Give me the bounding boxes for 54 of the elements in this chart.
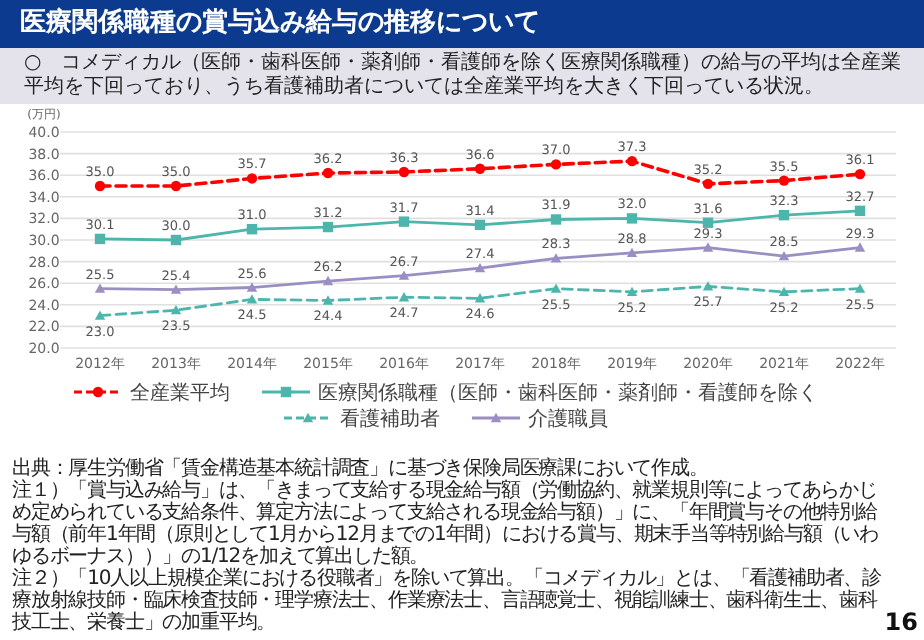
legend-label: 看護補助者 <box>340 407 440 431</box>
point <box>322 221 334 233</box>
legend-label: 介護職員 <box>528 407 608 431</box>
point <box>626 247 638 258</box>
source-note: 出典：厚生労働省「賃金構造基本統計調査」に基づき保険局医療課において作成。 <box>12 458 710 480</box>
point <box>94 310 106 320</box>
point <box>170 180 182 192</box>
chart-subtitle: ○ コメディカル（医師・歯科医師・薬剤師・看護師を除く医療関係職種）の給与の平均は全産業平均を下回っており、うち看護補助者については全産業平均を大きく下回っている状況。 <box>0 48 924 104</box>
point <box>94 180 106 192</box>
point <box>550 159 562 170</box>
point <box>474 262 486 273</box>
legend-label: 全産業平均 <box>130 381 230 405</box>
text: 注１）「賞与込み給与」は、「きまって支給する現金給与額（労働協約、就業規則等によってあらかじめ定められている支給条件、算定方法によって支給される現金給与額）」に、「年間賞与その他特別給与額（前年1年間（原則として1月から12月までの1年間）における賞与、期末手当等特別給与額（いわゆるボーナス））」の1/12を加えて算出した額。 <box>12 480 879 568</box>
point <box>626 213 638 224</box>
point <box>854 168 866 180</box>
point <box>322 275 334 286</box>
point <box>778 175 790 186</box>
point <box>322 167 334 179</box>
point <box>626 286 638 296</box>
point <box>854 205 866 217</box>
point <box>702 242 714 252</box>
legend-label: 医療関係職種（医師・歯科医師・薬剤師・看護師を除く <box>318 381 818 405</box>
point <box>474 163 486 174</box>
text: 16 <box>884 608 918 636</box>
point <box>778 286 790 296</box>
point <box>246 173 258 184</box>
point <box>550 253 562 263</box>
point <box>702 281 714 291</box>
point <box>246 224 258 235</box>
point <box>94 233 106 245</box>
point <box>474 219 486 231</box>
point <box>854 283 866 293</box>
point <box>246 294 258 304</box>
point <box>854 242 866 252</box>
point <box>246 282 258 292</box>
chart-title: 医療関係職種の賞与込み給与の推移について <box>0 0 924 48</box>
point <box>702 217 714 228</box>
point <box>474 293 486 303</box>
point <box>398 166 410 178</box>
point <box>398 292 410 302</box>
point <box>170 305 182 315</box>
point <box>322 295 334 305</box>
point <box>398 216 410 227</box>
point <box>702 178 714 190</box>
point <box>778 209 790 221</box>
point <box>778 251 790 261</box>
point <box>550 283 562 293</box>
point <box>94 283 106 293</box>
point <box>626 155 638 167</box>
point <box>170 284 182 294</box>
point <box>550 214 562 225</box>
point <box>170 234 182 246</box>
text: 注２）「10人以上規模企業における役職者」を除いて算出。「コメディカル」とは、「看護補助者、診療放射線技師・臨床検査技師・理学療法士、作業療法士、言語聴覚士、視能訓練士、歯科衛生士、歯科技工士、栄養士」の加重平均。 <box>12 568 884 634</box>
point <box>398 270 410 280</box>
